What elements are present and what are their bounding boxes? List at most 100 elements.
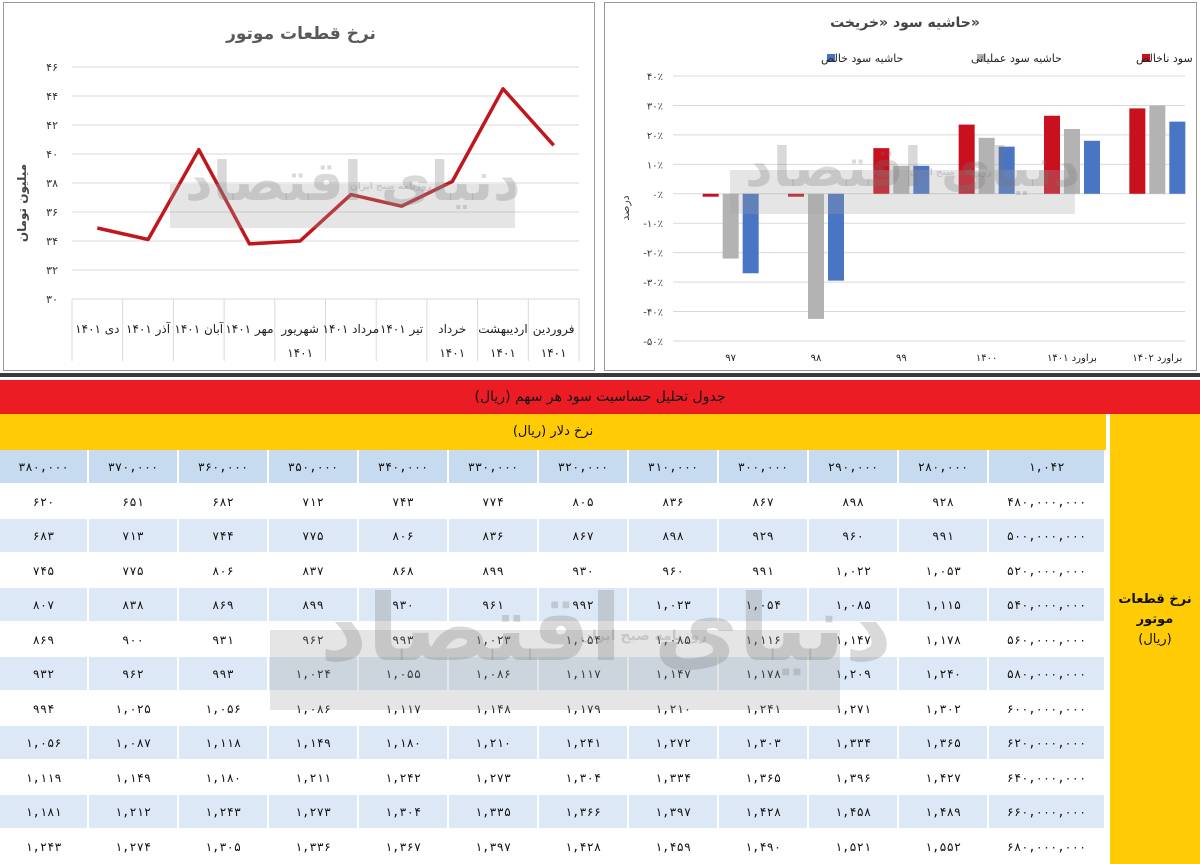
eps-value-cell: ۹۶۲ xyxy=(269,622,359,657)
dollar-rate-column-header: ۲۸۰,۰۰۰ xyxy=(899,450,989,485)
eps-value-cell: ۸۶۹ xyxy=(179,588,269,623)
eps-value-cell: ۷۱۲ xyxy=(269,484,359,519)
eps-value-cell: ۸۳۷ xyxy=(269,553,359,588)
engine-price-row-header: ۶۴۰,۰۰۰,۰۰۰ xyxy=(989,760,1106,795)
eps-value-cell: ۱,۱۱۶ xyxy=(719,622,809,657)
eps-value-cell: ۹۰۰ xyxy=(89,622,179,657)
bar xyxy=(1044,115,1060,194)
eps-value-cell: ۸۰۶ xyxy=(359,519,449,554)
y-tick-label: ۴۰٪ xyxy=(647,72,663,83)
eps-value-cell: ۹۳۰ xyxy=(359,588,449,623)
engine-price-row-header: ۵۲۰,۰۰۰,۰۰۰ xyxy=(989,553,1106,588)
eps-value-cell: ۷۴۴ xyxy=(179,519,269,554)
sensitivity-table-grid: ۱,۰۴۲ ۲۸۰,۰۰۰ ۲۹۰,۰۰۰ ۳۰۰,۰۰۰ ۳۱۰,۰۰۰ ۳۲۰,۰۰۰… xyxy=(0,450,1106,864)
eps-value-cell: ۱,۲۴۳ xyxy=(179,795,269,830)
eps-value-cell: ۹۶۲ xyxy=(89,657,179,692)
eps-value-cell: ۱,۱۱۸ xyxy=(179,726,269,761)
eps-value-cell: ۶۸۲ xyxy=(179,484,269,519)
eps-value-cell: ۱,۱۷۸ xyxy=(719,657,809,692)
bar xyxy=(958,124,975,194)
bar xyxy=(893,165,910,194)
corner-value-cell: ۱,۰۴۲ xyxy=(989,450,1106,485)
eps-value-cell: ۱,۲۱۱ xyxy=(269,760,359,795)
eps-value-cell: ۱,۲۴۰ xyxy=(899,657,989,692)
eps-value-cell: ۸۳۶ xyxy=(629,484,719,519)
x-tick-label: آذر ۱۴۰۱ xyxy=(126,321,171,337)
bar xyxy=(722,193,739,259)
eps-value-cell: ۸۶۷ xyxy=(719,484,809,519)
eps-value-cell: ۸۰۵ xyxy=(539,484,629,519)
eps-value-cell: ۱,۰۸۵ xyxy=(809,588,899,623)
eps-value-cell: ۱,۰۲۵ xyxy=(89,691,179,726)
legend-swatch xyxy=(827,54,835,62)
x-tick-label: اردیبهشت xyxy=(478,322,527,337)
eps-value-cell: ۹۳۰ xyxy=(539,553,629,588)
eps-value-cell: ۹۶۰ xyxy=(809,519,899,554)
eps-value-cell: ۷۷۵ xyxy=(89,553,179,588)
profit-margin-chart-panel: حاشیه سود «خریخت» -۵۰٪ -۴۰٪ -۳۰٪ -۲۰٪ -۱۰٪ ۰٪ ۱… xyxy=(604,2,1200,371)
eps-value-cell: ۷۴۳ xyxy=(359,484,449,519)
eps-value-cell: ۹۹۱ xyxy=(899,519,989,554)
bar xyxy=(702,193,719,197)
eps-value-cell: ۱,۰۵۶ xyxy=(0,726,89,761)
section-divider xyxy=(0,373,1200,377)
y-tick-label: ۴۲ xyxy=(46,119,58,132)
eps-value-cell: ۱,۰۲۳ xyxy=(629,588,719,623)
x-tick-label: شهریور xyxy=(280,322,319,337)
eps-value-cell: ۱,۰۲۲ xyxy=(809,553,899,588)
eps-value-cell: ۸۶۹ xyxy=(0,622,89,657)
eps-value-cell: ۱,۱۷۸ xyxy=(899,622,989,657)
engine-price-row-header: ۵۰۰,۰۰۰,۰۰۰ xyxy=(989,519,1106,554)
y-tick-label: ۱۰٪ xyxy=(647,160,663,171)
engine-parts-label-line2: موتور xyxy=(1136,612,1174,627)
eps-value-cell: ۱,۳۶۶ xyxy=(539,795,629,830)
bar xyxy=(1129,108,1146,194)
y-axis-label: درصد xyxy=(619,195,632,220)
eps-value-cell: ۱,۱۴۹ xyxy=(269,726,359,761)
y-axis-label: میلیون تومان xyxy=(15,164,30,242)
bar xyxy=(998,146,1015,194)
eps-value-cell: ۱,۱۸۰ xyxy=(179,760,269,795)
eps-value-cell: ۱,۱۴۹ xyxy=(89,760,179,795)
eps-value-cell: ۷۴۵ xyxy=(0,553,89,588)
x-tick-label: ۱۴۰۱ xyxy=(490,346,516,360)
bar xyxy=(1084,140,1100,194)
eps-value-cell: ۶۵۱ xyxy=(89,484,179,519)
dollar-rate-header-band xyxy=(0,414,1200,450)
dollar-rate-column-header: ۳۸۰,۰۰۰ xyxy=(0,450,89,485)
eps-value-cell: ۸۹۹ xyxy=(269,588,359,623)
engine-parts-price-line-chart: نرخ قطعات موتور ۳۰ ۳۲ ۳۴ ۳۶ ۳۸ ۴۰ ۴۲ ۴۴ ۴۶ میلیون … xyxy=(15,24,580,361)
engine-price-row-header: ۵۸۰,۰۰۰,۰۰۰ xyxy=(989,657,1106,692)
bar-chart-title: حاشیه سود «خریخت» xyxy=(830,15,980,31)
engine-price-side-band xyxy=(1106,414,1200,864)
eps-value-cell: ۱,۱۸۱ xyxy=(0,795,89,830)
eps-value-cell: ۱,۰۸۶ xyxy=(269,691,359,726)
eps-value-cell: ۱,۰۲۳ xyxy=(449,622,539,657)
legend-label: حاشیه سود عملیاتی xyxy=(971,52,1062,65)
eps-value-cell: ۹۶۰ xyxy=(629,553,719,588)
dollar-rate-column-header: ۳۰۰,۰۰۰ xyxy=(719,450,809,485)
eps-value-cell: ۱,۳۳۵ xyxy=(449,795,539,830)
eps-value-cell: ۱,۰۵۵ xyxy=(359,657,449,692)
eps-value-cell: ۱,۴۵۹ xyxy=(629,829,719,864)
x-tick-label: ۱۴۰۱ xyxy=(541,346,567,360)
eps-value-cell: ۸۳۸ xyxy=(89,588,179,623)
bar xyxy=(913,165,930,194)
x-tick-label: ۱۴۰۰ xyxy=(976,353,997,364)
y-tick-label: -۳۰٪ xyxy=(643,278,663,289)
eps-value-cell: ۹۲۹ xyxy=(719,519,809,554)
x-tick-label: براورد ۱۴۰۲ xyxy=(1132,353,1182,364)
eps-value-cell: ۱,۰۵۳ xyxy=(899,553,989,588)
engine-price-row-header: ۶۲۰,۰۰۰,۰۰۰ xyxy=(989,726,1106,761)
eps-value-cell: ۱,۴۹۰ xyxy=(719,829,809,864)
eps-value-cell: ۱,۳۹۶ xyxy=(809,760,899,795)
y-tick-label: ۴۰ xyxy=(46,148,58,161)
x-tick-label: ۹۸ xyxy=(811,353,822,364)
eps-value-cell: ۱,۳۳۴ xyxy=(629,760,719,795)
y-tick-label: ۳۲ xyxy=(46,264,58,277)
eps-value-cell: ۱,۰۵۶ xyxy=(179,691,269,726)
eps-value-cell: ۱,۴۵۸ xyxy=(809,795,899,830)
profit-margin-bar-chart: حاشیه سود «خریخت» -۵۰٪ -۴۰٪ -۳۰٪ -۲۰٪ -۱۰٪ ۰٪ ۱… xyxy=(619,15,1200,364)
eps-value-cell: ۱,۳۳۴ xyxy=(809,726,899,761)
eps-value-cell: ۱,۳۳۶ xyxy=(269,829,359,864)
